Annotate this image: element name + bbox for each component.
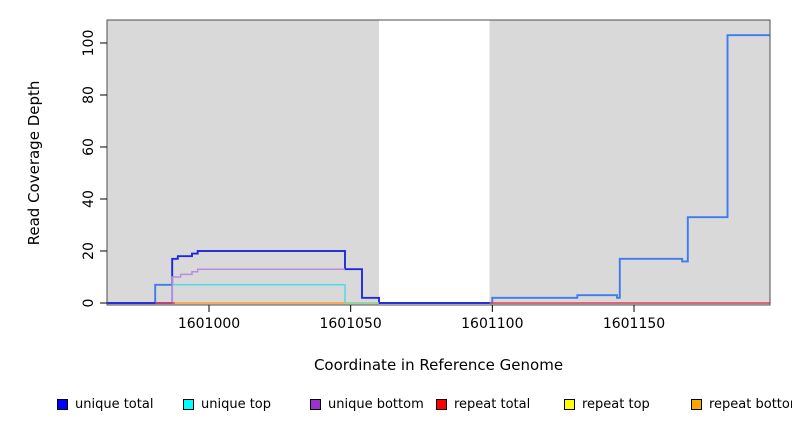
legend-item-unique-top: unique top — [183, 396, 271, 412]
legend-label: repeat bottom — [709, 396, 792, 412]
x-tick-label: 1601150 — [603, 316, 665, 332]
legend-swatch-repeat-total — [436, 398, 447, 410]
x-axis-title: Coordinate in Reference Genome — [313, 356, 564, 374]
legend-label: unique total — [75, 396, 154, 412]
legend-item-unique-total: unique total — [57, 396, 153, 412]
legend-item-unique-bottom: unique bottom — [310, 396, 424, 412]
series-unique-bottom-line — [171, 268, 345, 303]
y-tick-label: 80 — [81, 86, 97, 104]
plot-background-right — [489, 20, 770, 305]
y-tick-label: 60 — [81, 138, 97, 156]
x-tick-label: 1601000 — [178, 316, 240, 332]
y-axis-title: Read Coverage Depth — [25, 80, 43, 246]
legend-swatch-unique-total — [57, 398, 68, 410]
legend-item-repeat-total: repeat total — [436, 396, 530, 412]
legend-swatch-repeat-top — [564, 398, 575, 410]
legend-item-repeat-top: repeat top — [564, 396, 650, 412]
x-tick-label: 1601100 — [461, 316, 523, 332]
legend-item-repeat-bottom: repeat bottom — [691, 396, 792, 412]
legend-label: unique top — [201, 396, 272, 412]
legend: unique total unique top unique bottom repea… — [0, 396, 792, 418]
series-unique-total-line — [107, 250, 490, 304]
plot-border — [106, 19, 771, 306]
legend-label: repeat total — [454, 396, 531, 412]
legend-swatch-repeat-bottom — [691, 398, 702, 410]
legend-label: repeat top — [582, 396, 650, 412]
legend-label: unique bottom — [328, 396, 424, 412]
plot-background-left — [107, 20, 379, 305]
y-tick-label: 100 — [81, 30, 97, 57]
legend-swatch-unique-bottom — [310, 398, 321, 410]
x-tick-label: 1601050 — [319, 316, 381, 332]
y-tick-label: 20 — [81, 242, 97, 260]
y-tick-label: 0 — [81, 299, 97, 308]
y-tick-label: 40 — [81, 190, 97, 208]
legend-swatch-unique-top — [183, 398, 194, 410]
